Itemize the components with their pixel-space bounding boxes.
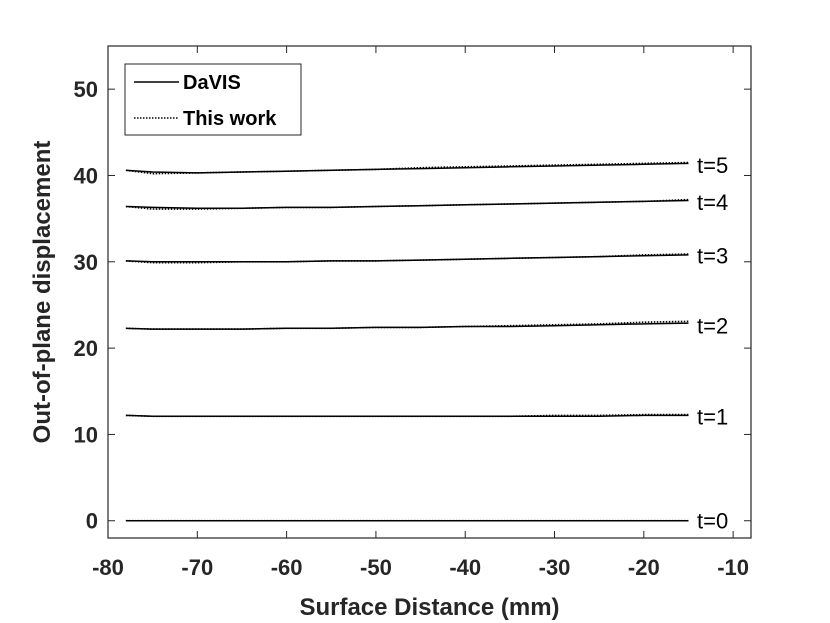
this-work-line-t2 xyxy=(125,320,689,330)
y-tick-label: 0 xyxy=(86,509,98,534)
y-tick-label: 50 xyxy=(74,77,98,102)
this-work-line-t3 xyxy=(125,253,689,264)
curve-label-t5: t=5 xyxy=(697,153,728,178)
x-tick-label: -70 xyxy=(181,555,213,580)
x-axis-label: Surface Distance (mm) xyxy=(299,594,559,621)
curve-annotations: t=0 t=1 t=2 t=3 t=4 t=5 xyxy=(697,153,728,534)
y-axis-ticks: 0 10 20 30 40 50 xyxy=(74,77,751,534)
series-layer xyxy=(125,161,689,522)
curve-label-t4: t=4 xyxy=(697,190,728,215)
x-axis-ticks: -80 -70 -60 -50 -40 -30 -20 -10 xyxy=(92,46,749,580)
x-tick-label: -10 xyxy=(717,555,749,580)
x-tick-label: -20 xyxy=(628,555,660,580)
curve-label-t0: t=0 xyxy=(697,509,728,534)
plot-frame xyxy=(107,45,752,539)
curve-label-t1: t=1 xyxy=(697,404,728,429)
x-tick-label: -60 xyxy=(271,555,303,580)
y-tick-label: 30 xyxy=(74,250,98,275)
legend-this-work-label: This work xyxy=(183,108,277,130)
x-tick-label: -50 xyxy=(360,555,392,580)
this-work-line-t4 xyxy=(125,198,689,210)
x-tick-label: -80 xyxy=(92,555,124,580)
y-tick-label: 40 xyxy=(74,163,98,188)
this-work-line-t1 xyxy=(125,413,689,418)
curve-label-t3: t=3 xyxy=(697,244,728,269)
x-tick-label: -40 xyxy=(449,555,481,580)
this-work-line-t5 xyxy=(125,161,689,175)
y-tick-label: 10 xyxy=(74,422,98,447)
curve-label-t2: t=2 xyxy=(697,314,728,339)
y-axis-label: Out-of-plane displacement xyxy=(29,141,56,444)
legend-box xyxy=(124,63,302,136)
legend: DaVIS This work xyxy=(124,63,302,136)
y-tick-label: 20 xyxy=(74,336,98,361)
legend-davis-label: DaVIS xyxy=(183,72,241,94)
x-tick-label: -30 xyxy=(539,555,571,580)
